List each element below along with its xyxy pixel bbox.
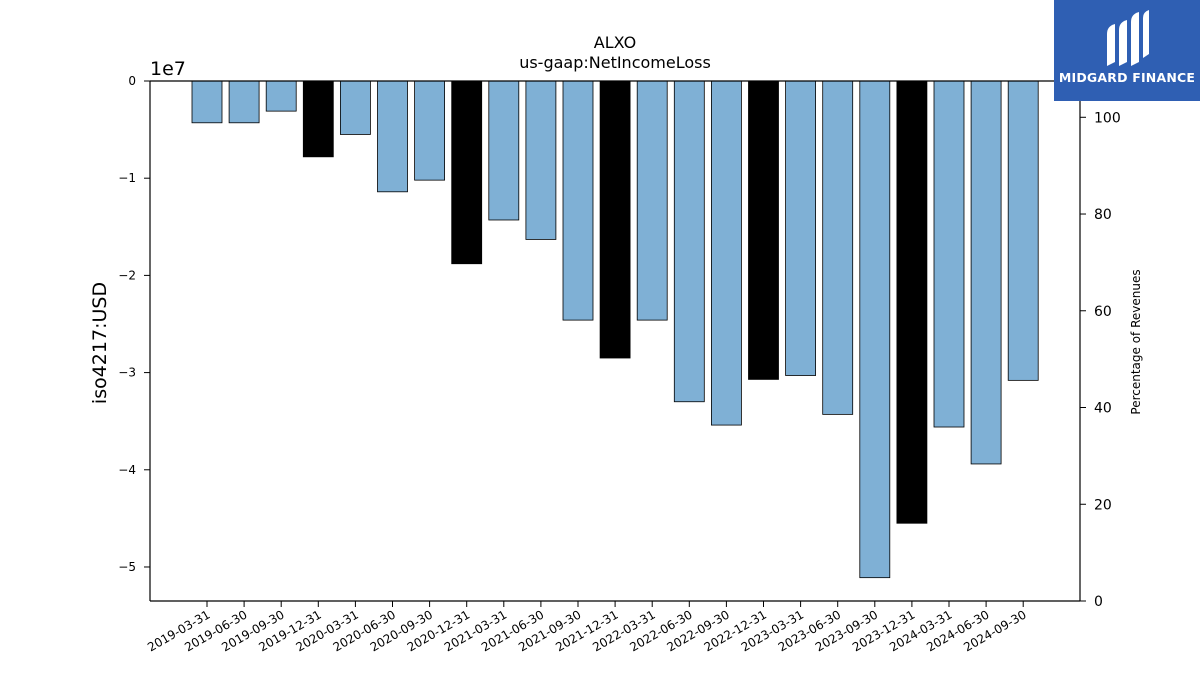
bar-2024-06-30 [970,80,1002,465]
bar-2021-09-30 [562,80,594,321]
bar-2022-09-30 [711,80,742,426]
y-tick-label: −2 [118,268,136,282]
y-axis-ticks: 0 −1 −2 −3 −4 −5 [118,74,150,574]
bar-2021-03-31 [488,80,520,221]
bar-2022-06-30 [673,80,705,403]
y2-tick-label: 80 [1094,207,1112,223]
y2-tick-label: 100 [1094,110,1121,126]
bar-2020-03-31 [339,80,371,135]
bar-2024-09-30 [1007,80,1039,381]
bar-2024-03-31 [933,80,965,428]
bar-2022-12-31 [748,80,779,380]
y2-axis-ticks: 0 20 40 60 80 100 [1080,110,1121,610]
y-tick-label: 0 [128,74,136,88]
x-axis-ticks: 2019-03-312019-06-302019-09-302019-12-31… [145,601,1029,654]
bar-2021-06-30 [525,80,557,240]
y2-tick-label: 20 [1094,497,1112,513]
y-axis-label: iso4217:USD [89,282,111,404]
bar-2023-06-30 [822,80,854,415]
midgard-finance-logo: MIDGARD FINANCE [1054,0,1200,101]
midgard-logo-icon [1107,10,1149,66]
y-tick-label: −4 [118,463,136,477]
bar-2019-09-30 [265,80,297,112]
y2-tick-label: 60 [1094,304,1112,320]
bar-2023-12-31 [896,80,928,524]
bar-2023-09-30 [859,80,891,579]
bar-2023-03-31 [785,80,816,376]
y-tick-label: −1 [118,171,136,185]
y2-tick-label: 0 [1094,594,1103,610]
bar-2021-12-31 [599,80,631,359]
y-tick-label: −5 [118,560,136,574]
chart-title: ALXO [594,33,636,52]
chart-subtitle: us-gaap:NetIncomeLoss [519,53,711,72]
bar-2019-06-30 [228,80,260,124]
y-tick-label: −3 [118,366,136,380]
bar-2020-06-30 [377,80,408,193]
bar-2019-12-31 [302,80,334,158]
bar-2022-03-31 [636,80,668,321]
y2-axis-label: Percentage of Revenues [1129,269,1143,414]
y2-tick-label: 40 [1094,401,1112,417]
bar-2020-12-31 [451,80,483,265]
logo-text: MIDGARD FINANCE [1058,70,1196,85]
bar-2019-03-31 [191,80,223,124]
plot-frame [149,80,1081,602]
bars-group [191,80,1039,579]
bar-2020-09-30 [414,80,446,181]
y-offset-label: 1e7 [150,58,186,80]
